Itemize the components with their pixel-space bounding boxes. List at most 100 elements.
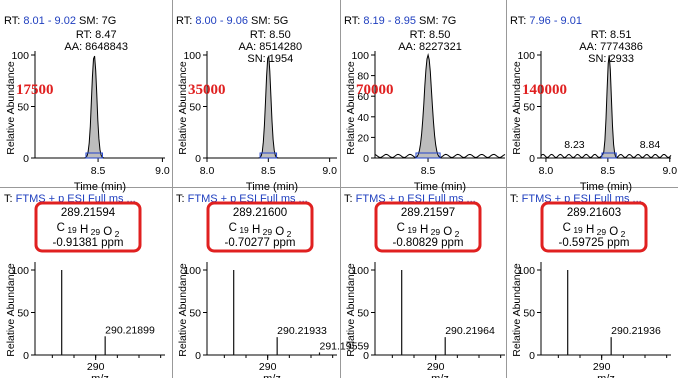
rt-prefix: RT: — [510, 15, 529, 27]
t-prefix: T: — [344, 193, 356, 205]
y-tick-label: 60 — [357, 91, 369, 103]
peak-annotation-line: RT: 8.50 — [250, 29, 291, 41]
y-tick-label: 0 — [23, 350, 29, 362]
formula-element: C — [563, 222, 571, 234]
y-tick-label: 0 — [23, 153, 29, 165]
formula-count: 29 — [88, 227, 100, 237]
formula-count: 19 — [237, 225, 249, 235]
mass-error-ppm: -0.80829 ppm — [393, 237, 464, 249]
y-tick-label: 0 — [363, 350, 369, 362]
x-tick-label: 9.0 — [322, 165, 337, 177]
sm-value: SM: 7G — [416, 15, 456, 27]
y-axis-label: Relative Abundance — [345, 263, 357, 357]
formula-count: 2 — [618, 229, 625, 239]
formula-element: C — [57, 222, 65, 234]
y-tick-label: 100 — [351, 265, 369, 277]
y-axis-label: Relative Abundance — [177, 61, 189, 155]
rt-prefix: RT: — [344, 15, 363, 27]
mass-error-ppm: -0.59725 ppm — [559, 237, 630, 249]
chromatogram-trace — [540, 55, 672, 159]
y-tick-label: 100 — [517, 50, 535, 62]
mass-error-ppm: -0.70277 ppm — [225, 237, 296, 249]
rt-prefix: RT: — [176, 15, 195, 27]
formula-element: C — [229, 222, 237, 234]
t-prefix: T: — [510, 193, 522, 205]
x-tick-label: 8.5 — [91, 165, 106, 177]
rt-range: 7.96 - 9.01 — [529, 15, 582, 27]
formula-element: H — [583, 224, 595, 236]
y-tick-label: 50 — [189, 102, 201, 114]
y-tick-label: 50 — [523, 102, 535, 114]
y-tick-label: 100 — [11, 265, 29, 277]
highlight-box — [206, 201, 314, 253]
highlight-box — [34, 201, 142, 253]
chrom-header: RT: 8.01 - 9.02 SM: 7G — [4, 15, 116, 27]
formula-element: H — [249, 224, 261, 236]
x-axis-label: m/z — [263, 373, 281, 378]
y-tick-label: 20 — [357, 132, 369, 144]
y-tick-label: 50 — [17, 102, 29, 114]
peak-mz-label: 290.21899 — [105, 324, 155, 336]
main-peak-mz: 289.21597 — [401, 207, 455, 219]
chromatogram-trace — [207, 54, 337, 159]
peak-formula: C 19 H 29 O 2 — [229, 222, 292, 239]
y-tick-label: 0 — [195, 153, 201, 165]
main-peak-mz: 289.21600 — [233, 207, 287, 219]
peak-formula: C 19 H 29 O 2 — [397, 222, 460, 239]
resolution-label: 17500 — [16, 82, 54, 98]
x-tick-label: 9.0 — [155, 165, 170, 177]
x-tick-label: 8.0 — [200, 165, 215, 177]
formula-element: O — [606, 226, 618, 238]
y-tick-label: 0 — [195, 350, 201, 362]
formula-count: 2 — [112, 229, 119, 239]
minor-peak-label: 8.23 — [564, 139, 585, 151]
minor-peak-label: 8.84 — [640, 139, 661, 151]
x-tick-label: 8.5 — [421, 165, 436, 177]
x-tick-label: 9.0 — [662, 165, 677, 177]
rt-range: 8.00 - 9.06 — [195, 15, 248, 27]
integration-box — [259, 152, 278, 159]
y-tick-label: 100 — [11, 50, 29, 62]
chrom-header: RT: 8.00 - 9.06 SM: 5G — [176, 15, 288, 27]
y-axis-label: Relative Abundance — [177, 263, 189, 357]
rt-range: 8.19 - 8.95 — [363, 15, 416, 27]
y-axis-label: Relative Abundance — [511, 61, 523, 155]
y-tick-label: 40 — [357, 112, 369, 124]
resolution-label: 70000 — [356, 82, 394, 98]
y-tick-label: 0 — [363, 153, 369, 165]
rt-range: 8.01 - 9.02 — [23, 15, 76, 27]
mass-error-ppm: -0.91381 ppm — [53, 237, 124, 249]
formula-element: O — [440, 226, 452, 238]
y-axis-label: Relative Abundance — [5, 263, 17, 357]
x-axis-label: Time (min) — [580, 181, 632, 193]
y-tick-label: 50 — [17, 308, 29, 320]
peak-formula: C 19 H 29 O 2 — [57, 222, 120, 239]
peak-annotation-line: AA: 8227321 — [398, 41, 462, 53]
formula-element: C — [397, 222, 405, 234]
sm-value: SM: 5G — [248, 15, 288, 27]
x-tick-label: 290 — [427, 361, 445, 373]
y-tick-label: 0 — [529, 350, 535, 362]
resolution-label: 140000 — [522, 82, 567, 98]
chromatogram-trace — [35, 55, 165, 159]
rt-prefix: RT: — [4, 15, 23, 27]
peak-mz-label: 291.19559 — [319, 340, 369, 352]
x-axis-label: Time (min) — [74, 181, 126, 193]
formula-count: 29 — [260, 227, 272, 237]
formula-element: O — [272, 226, 284, 238]
x-tick-label: 290 — [259, 361, 277, 373]
y-axis-label: Relative Abundance — [511, 263, 523, 357]
peak-annotation-line: RT: 8.50 — [410, 29, 451, 41]
y-tick-label: 100 — [517, 265, 535, 277]
highlight-box — [374, 201, 482, 253]
x-tick-label: 290 — [87, 361, 105, 373]
formula-count: 29 — [594, 227, 606, 237]
formula-count: 19 — [571, 225, 583, 235]
peak-mz-label: 290.21933 — [277, 325, 327, 337]
peak-mz-label: 290.21964 — [445, 325, 495, 337]
